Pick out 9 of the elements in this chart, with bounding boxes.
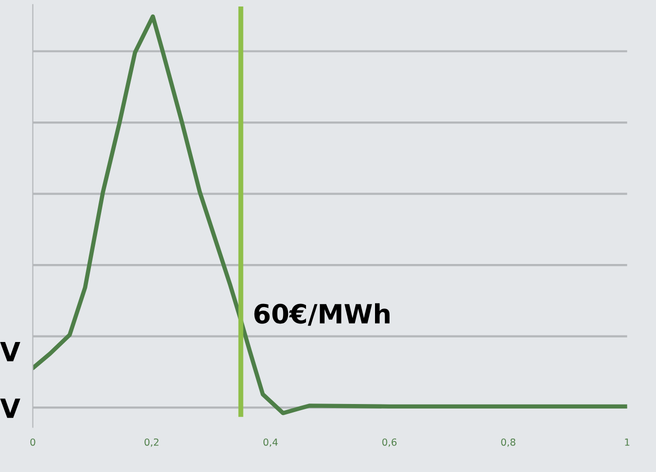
x-tick-label: 0,8 bbox=[501, 438, 516, 447]
x-tick-label: 1 bbox=[625, 438, 630, 446]
x-tick-label: 0,2 bbox=[144, 438, 158, 447]
x-tick-label: 0,4 bbox=[263, 438, 278, 447]
text: V bbox=[0, 342, 20, 362]
x-tick-label: 0 bbox=[30, 438, 36, 446]
ref-line-label: 60€/MWh bbox=[254, 303, 390, 326]
x-tick-label: 0,6 bbox=[382, 438, 397, 447]
text: V bbox=[0, 398, 20, 418]
